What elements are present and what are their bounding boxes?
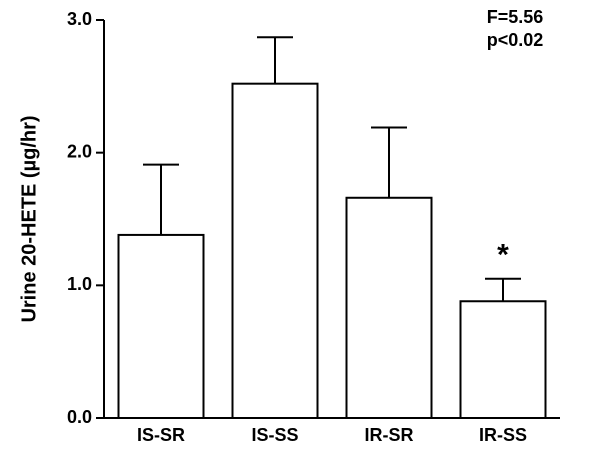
y-tick-label: 1.0 — [67, 274, 92, 294]
bar — [117, 233, 205, 419]
bar — [231, 82, 319, 420]
annotation: F=5.56 — [487, 7, 544, 27]
bar — [459, 300, 547, 419]
x-tick-label: IS-SR — [137, 425, 185, 445]
x-tick-label: IS-SS — [251, 425, 298, 445]
bar — [345, 196, 433, 419]
y-tick-label: 3.0 — [67, 9, 92, 29]
x-tick-label: IR-SR — [365, 425, 414, 445]
x-tick-label: IR-SS — [479, 425, 527, 445]
y-tick-label: 2.0 — [67, 141, 92, 161]
y-tick-label: 0.0 — [67, 407, 92, 427]
significance-mark: * — [497, 239, 509, 272]
y-axis-label: Urine 20-HETE (µg/hr) — [18, 115, 40, 322]
annotation: p<0.02 — [487, 30, 544, 50]
